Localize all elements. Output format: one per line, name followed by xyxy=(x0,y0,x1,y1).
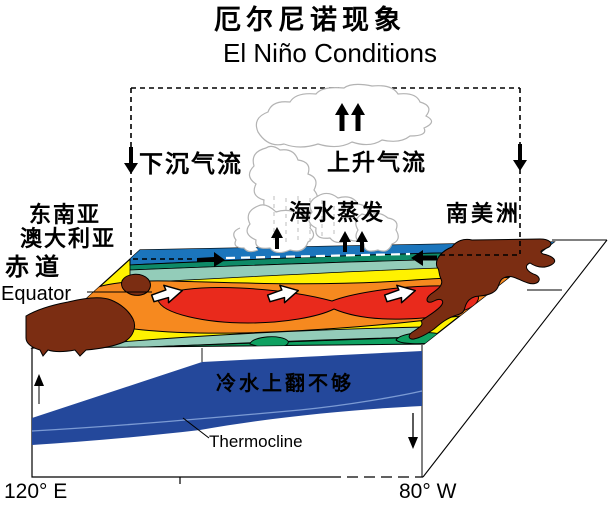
thermocline-line xyxy=(31,390,423,432)
rain-dashes-icon xyxy=(273,196,335,244)
sinking-air-arrow-west-icon xyxy=(124,147,138,174)
label-sinking-air: 下沉气流 xyxy=(139,152,243,178)
evaporation-arrow-icon xyxy=(271,227,283,249)
evaporation-arrow-icon xyxy=(339,231,351,252)
label-south-america: 南美洲 xyxy=(446,201,522,226)
land-southeast-asia-australia xyxy=(25,273,151,357)
eastward-warm-current-arrow-icon xyxy=(266,284,300,304)
label-evaporation: 海水蒸发 xyxy=(289,200,386,225)
label-equator-english: Equator xyxy=(1,283,72,305)
label-longitude-80w: 80° W xyxy=(399,480,457,503)
label-weak-upwelling: 冷水上翻不够 xyxy=(216,373,354,395)
rising-air-arrow-icon xyxy=(351,103,365,131)
sinking-air-arrow-east-icon xyxy=(513,144,527,171)
equator-dashed-line xyxy=(225,252,411,260)
land-south-america xyxy=(408,238,556,340)
page-title-english: El Niño Conditions xyxy=(223,38,437,68)
ocean-box-right-face xyxy=(421,239,608,478)
vertical-water-arrows xyxy=(34,374,418,449)
evaporation-arrow-icon xyxy=(356,231,368,252)
label-rising-air: 上升气流 xyxy=(327,150,427,175)
label-southeast-asia: 东南亚 xyxy=(29,202,102,227)
label-thermocline: Thermocline xyxy=(209,432,303,451)
air-flow-arrows xyxy=(124,103,527,267)
eastward-warm-current-arrow-icon xyxy=(383,284,417,304)
label-equator-chinese: 赤道 xyxy=(5,255,65,281)
page-title-chinese: 厄尔尼诺现象 xyxy=(214,5,406,35)
eastward-warm-current-arrow-icon xyxy=(150,284,184,304)
label-longitude-120e: 120° E xyxy=(4,480,68,503)
easterly-wind-arrow-icon xyxy=(411,250,437,266)
thermocline-pointer-line xyxy=(182,417,210,439)
eastward-warm-current-arrows xyxy=(150,284,417,304)
westerly-wind-arrow-icon xyxy=(197,252,225,267)
rising-air-arrow-icon xyxy=(335,103,349,131)
label-australia: 澳大利亚 xyxy=(20,226,117,251)
thermocline-wedge xyxy=(31,348,423,445)
